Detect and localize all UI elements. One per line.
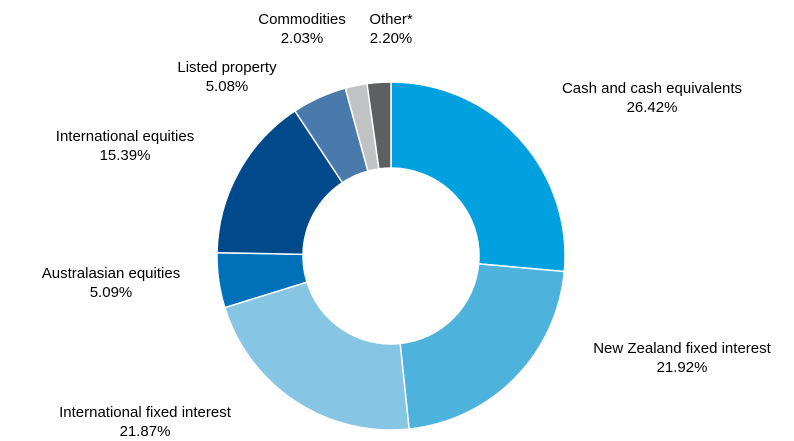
label-commodities-value: 2.03%: [281, 30, 324, 47]
slice-other: [366, 81, 392, 170]
slice-cash-and-cash-equivalents: [390, 81, 566, 273]
label-intl-equities-value: 15.39%: [100, 147, 151, 164]
label-cash-name: Cash and cash equivalents: [562, 80, 742, 97]
label-nz-fixed-name: New Zealand fixed interest: [593, 340, 771, 357]
donut-slices: [216, 81, 566, 431]
label-intl-fixed-value: 21.87%: [120, 423, 171, 440]
label-listed-property-value: 5.08%: [206, 78, 249, 95]
label-intl-equities-name: International equities: [56, 128, 194, 145]
label-nz-fixed-value: 21.92%: [657, 359, 708, 376]
slice-new-zealand-fixed-interest: [399, 263, 566, 430]
label-australasian-name: Australasian equities: [42, 265, 180, 282]
label-other-name: Other*: [369, 11, 413, 28]
label-listed-property-name: Listed property: [177, 59, 277, 76]
label-australasian-value: 5.09%: [90, 284, 133, 301]
label-cash-value: 26.42%: [627, 99, 678, 116]
slice-international-fixed-interest: [223, 281, 410, 431]
label-other-value: 2.20%: [370, 30, 413, 47]
slice-international-equities: [216, 109, 344, 256]
label-commodities-name: Commodities: [258, 11, 346, 28]
label-intl-fixed-name: International fixed interest: [59, 404, 232, 421]
